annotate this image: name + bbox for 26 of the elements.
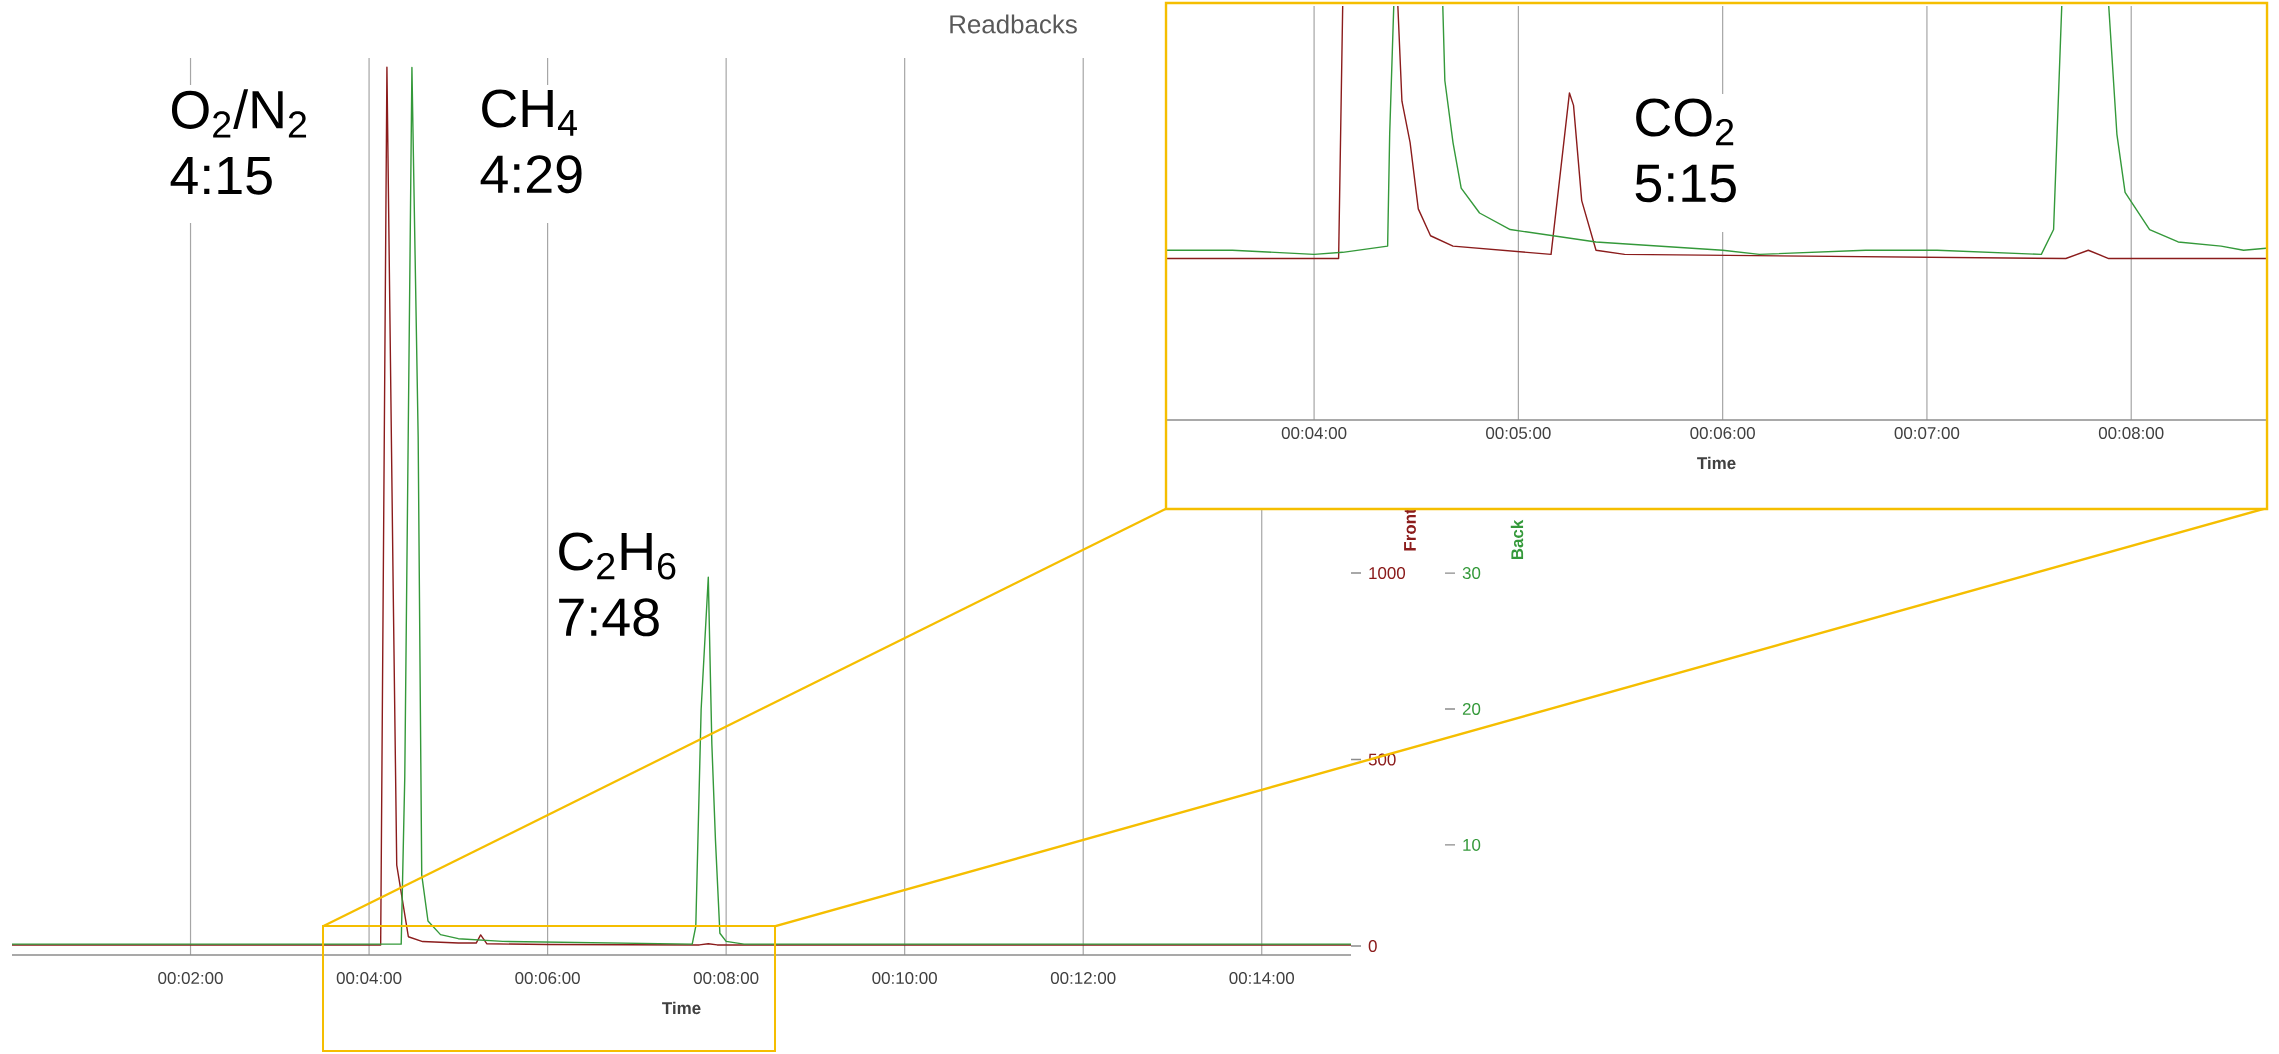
x-axis-title: Time bbox=[1697, 456, 1736, 470]
annotation: CO$_{2}$ 5:15 bbox=[1635, 98, 1736, 203]
chart-title: Readbacks bbox=[950, 14, 1077, 34]
x-tick-label: 00:05:00 bbox=[1486, 427, 1551, 440]
annotation: CH$_{4}$ 4:29 bbox=[480, 89, 582, 194]
y2-axis-title: Back bbox=[1510, 519, 1524, 560]
x-tick-label: 00:07:00 bbox=[1894, 427, 1960, 440]
x-tick-label: 00:04:00 bbox=[336, 972, 402, 985]
y-tick-label: 1000 bbox=[1369, 567, 1406, 580]
y-tick-label: 0 bbox=[1368, 940, 1377, 953]
y2-tick-label: 20 bbox=[1462, 703, 1481, 715]
x-tick-label: 00:06:00 bbox=[515, 972, 580, 985]
annotation: C$_{2}$H$_{6}$ 7:48 bbox=[559, 532, 676, 637]
x-tick-label: 00:02:00 bbox=[158, 972, 223, 985]
y2-tick-label: 10 bbox=[1463, 838, 1481, 851]
x-tick-label: 00:06:00 bbox=[1690, 427, 1755, 440]
y-axis-title: Front bbox=[1404, 508, 1416, 551]
x-tick-label: 00:08:00 bbox=[693, 972, 759, 985]
x-tick-label: 00:04:00 bbox=[1281, 427, 1347, 440]
x-tick-label: 00:12:00 bbox=[1050, 972, 1116, 985]
annotation: O$_{2}$/N$_{2}$ 4:15 bbox=[170, 89, 307, 195]
x-axis-title: Time bbox=[662, 1001, 701, 1015]
x-tick-label: 00:10:00 bbox=[872, 972, 937, 985]
x-tick-label: 00:14:00 bbox=[1229, 972, 1295, 985]
x-tick-label: 00:08:00 bbox=[2098, 427, 2164, 440]
y2-tick-label: 30 bbox=[1462, 567, 1481, 580]
